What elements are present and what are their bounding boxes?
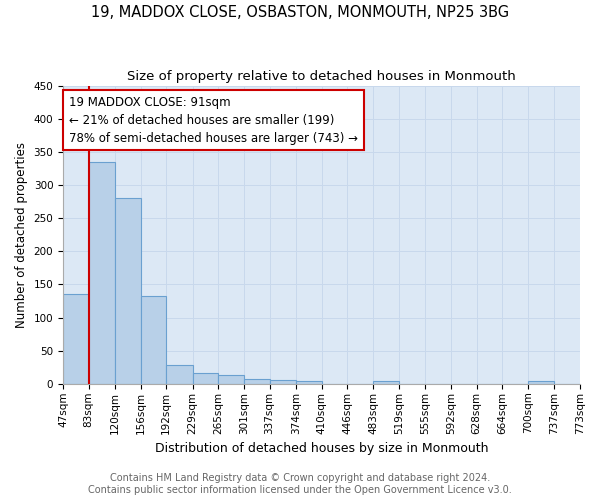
Bar [218,376,244,384]
Text: Contains HM Land Registry data © Crown copyright and database right 2024.
Contai: Contains HM Land Registry data © Crown c… [88,474,512,495]
Title: Size of property relative to detached houses in Monmouth: Size of property relative to detached ho… [127,70,516,83]
Bar [89,162,115,384]
Text: 19, MADDOX CLOSE, OSBASTON, MONMOUTH, NP25 3BG: 19, MADDOX CLOSE, OSBASTON, MONMOUTH, NP… [91,5,509,20]
Bar [373,382,399,384]
Y-axis label: Number of detached properties: Number of detached properties [15,142,28,328]
X-axis label: Distribution of detached houses by size in Monmouth: Distribution of detached houses by size … [155,442,488,455]
Bar [140,296,166,384]
Bar [244,380,269,384]
Bar [63,294,89,384]
Bar [166,364,193,384]
Bar [269,380,296,384]
Bar [193,374,218,384]
Bar [528,382,554,384]
Text: 19 MADDOX CLOSE: 91sqm
← 21% of detached houses are smaller (199)
78% of semi-de: 19 MADDOX CLOSE: 91sqm ← 21% of detached… [69,96,358,144]
Bar [115,198,140,384]
Bar [296,380,322,384]
